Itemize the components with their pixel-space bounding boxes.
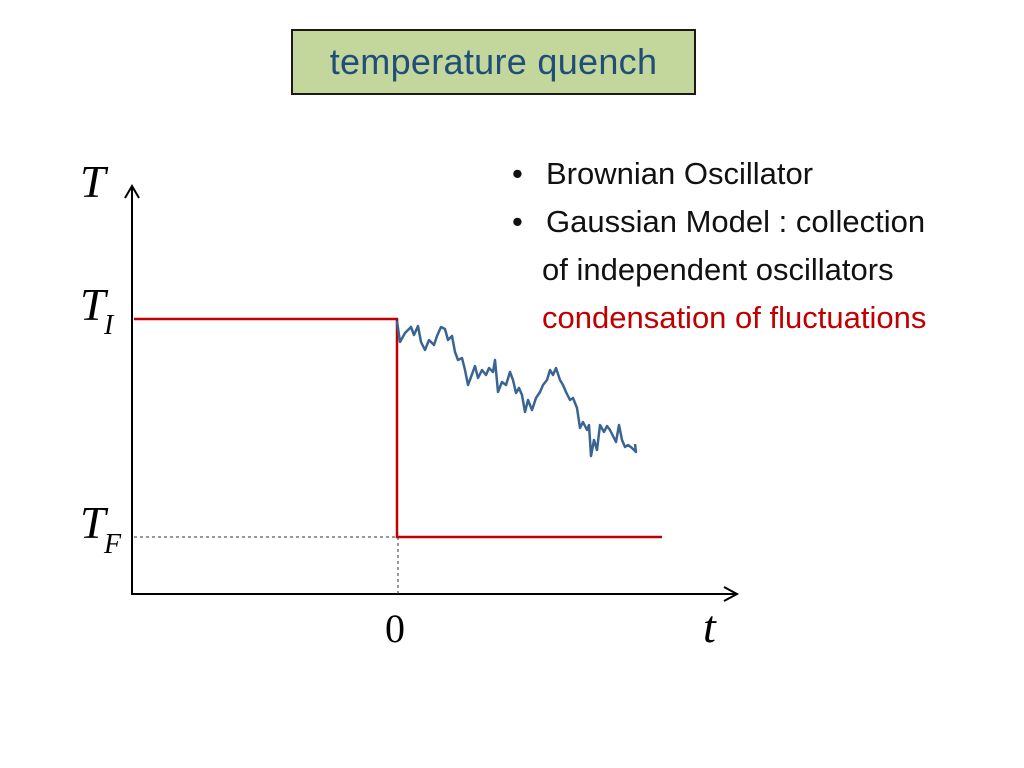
bullet-item: • Brownian Oscillator [512, 150, 1017, 198]
bullet-continuation: of independent oscillators [542, 252, 894, 287]
origin-label: 0 [385, 606, 405, 651]
x-axis-label: t [703, 601, 717, 652]
x-axis-arrowhead [723, 586, 740, 602]
tf-label: T [80, 497, 109, 548]
bullet-list: • Brownian Oscillator • Gaussian Model :… [512, 150, 1017, 342]
bullet-item: • Gaussian Model : collection [512, 198, 1017, 246]
highlight-text: condensation of fluctuations [542, 300, 927, 335]
ti-label: T [80, 279, 109, 330]
tf-label-subscript: F [103, 529, 122, 560]
bullet-text: Gaussian Model : collection [546, 204, 926, 239]
bullet-marker: • [512, 204, 523, 239]
title-box: temperature quench [291, 29, 696, 95]
fluctuation-trajectory [395, 320, 638, 458]
y-axis-arrowhead [124, 184, 140, 199]
slide-title: temperature quench [329, 41, 658, 82]
temperature-step-line [134, 317, 662, 539]
y-axis-label: T [80, 156, 109, 207]
ti-label-subscript: I [103, 310, 115, 341]
bullet-text: Brownian Oscillator [546, 156, 814, 191]
bullet-marker: • [512, 156, 523, 191]
